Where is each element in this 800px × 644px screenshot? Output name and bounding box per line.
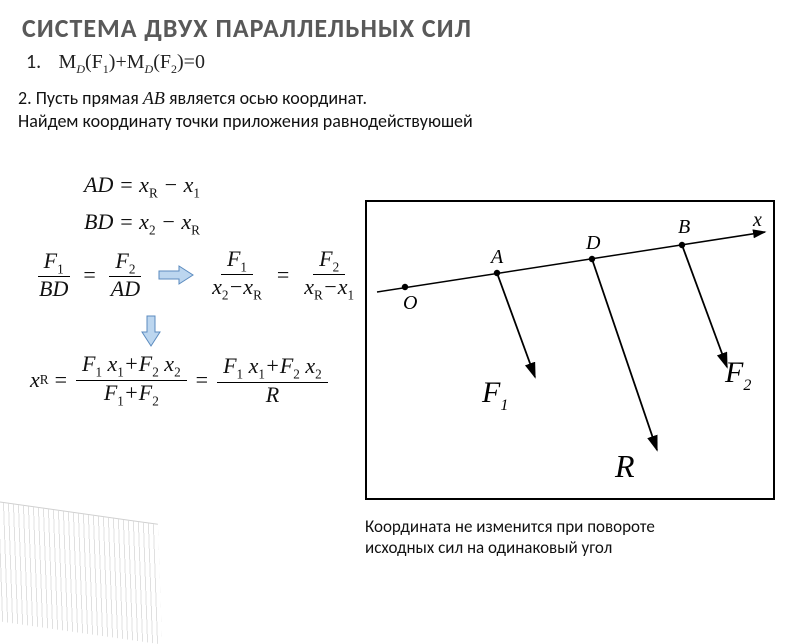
text-part-1: 2. Пусть прямая xyxy=(18,87,143,109)
text-part-3: Найдем координату точки приложения равно… xyxy=(18,110,473,132)
ab-label: AB xyxy=(143,88,165,108)
svg-text:x: x xyxy=(752,209,762,231)
text-part-2: является осью координат. xyxy=(165,87,367,109)
page-title: СИСТЕМА ДВУХ ПАРАЛЛЕЛЬНЫХ СИЛ xyxy=(0,0,800,44)
svg-text:O: O xyxy=(403,292,417,314)
item-number-1: 1. xyxy=(26,50,54,74)
decorative-lines xyxy=(0,496,162,644)
eq-ratio-row: F1 BD = F2 AD F1 x2−xR = F2 xR−x1 xyxy=(30,247,370,303)
arrow-right-icon xyxy=(157,264,195,286)
caption-line-2: исходных сил на одинаковый угол xyxy=(365,537,612,558)
svg-text:B: B xyxy=(678,216,690,238)
svg-text:R: R xyxy=(614,448,635,484)
eq-final: xR = F1 x1+F2 x2 F1+F2 = F1 x1+F2 x2 R xyxy=(30,352,370,408)
frac-f2-ad: F2 AD xyxy=(105,249,146,300)
eq-ad: AD = xR − x1 xyxy=(30,172,370,201)
moment-equation: MD(F1)+MD(F2)=0 xyxy=(59,51,205,73)
frac-final-2: F1 x1+F2 x2 R xyxy=(217,354,328,405)
force-diagram: O A D Bx F1 F2 R xyxy=(365,200,775,500)
frac-f2-x: F2 xR−x1 xyxy=(298,247,360,303)
svg-text:F2: F2 xyxy=(724,356,751,394)
eq-bd: BD = x2 − xR xyxy=(30,209,370,238)
equation-line-1: 1. MD(F1)+MD(F2)=0 xyxy=(0,44,800,77)
svg-text:D: D xyxy=(585,232,601,254)
frac-f1-bd: F1 BD xyxy=(33,249,74,300)
diagram-caption: Координата не изменится при повороте исх… xyxy=(365,516,785,559)
svg-text:A: A xyxy=(489,246,504,268)
svg-text:F1: F1 xyxy=(481,376,508,414)
arrow-down-icon xyxy=(140,314,162,348)
description-text: 2. Пусть прямая AB является осью координ… xyxy=(0,77,800,132)
caption-line-1: Координата не изменится при повороте xyxy=(365,516,655,537)
derivation-equations: AD = xR − x1 BD = x2 − xR F1 BD = F2 AD … xyxy=(30,172,370,408)
frac-final-1: F1 x1+F2 x2 F1+F2 xyxy=(76,352,187,408)
frac-f1-x: F1 x2−xR xyxy=(206,247,268,303)
